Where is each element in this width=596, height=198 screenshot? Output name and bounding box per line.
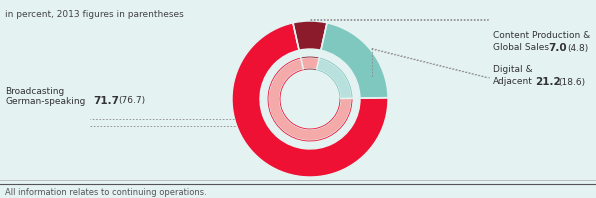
Text: 7.0: 7.0 bbox=[548, 43, 567, 53]
Wedge shape bbox=[268, 58, 352, 141]
Wedge shape bbox=[301, 57, 319, 70]
Text: (76.7): (76.7) bbox=[118, 96, 145, 106]
Text: German-speaking: German-speaking bbox=[5, 96, 85, 106]
Text: Adjacent: Adjacent bbox=[493, 77, 533, 87]
Text: 71.7: 71.7 bbox=[93, 96, 119, 106]
Wedge shape bbox=[293, 21, 327, 50]
Text: in percent, 2013 figures in parentheses: in percent, 2013 figures in parentheses bbox=[5, 10, 184, 19]
Wedge shape bbox=[321, 23, 388, 98]
Text: Global Sales: Global Sales bbox=[493, 44, 549, 52]
Text: Content Production &: Content Production & bbox=[493, 31, 590, 41]
Wedge shape bbox=[269, 59, 351, 140]
Text: Digital &: Digital & bbox=[493, 66, 533, 74]
Text: All information relates to continuing operations.: All information relates to continuing op… bbox=[5, 188, 207, 197]
Wedge shape bbox=[232, 23, 388, 177]
Text: Broadcasting: Broadcasting bbox=[5, 87, 64, 95]
Wedge shape bbox=[316, 59, 351, 98]
Text: (4.8): (4.8) bbox=[567, 44, 588, 52]
Text: (18.6): (18.6) bbox=[558, 77, 585, 87]
Wedge shape bbox=[316, 58, 352, 98]
Text: 21.2: 21.2 bbox=[535, 77, 561, 87]
Wedge shape bbox=[301, 58, 319, 69]
